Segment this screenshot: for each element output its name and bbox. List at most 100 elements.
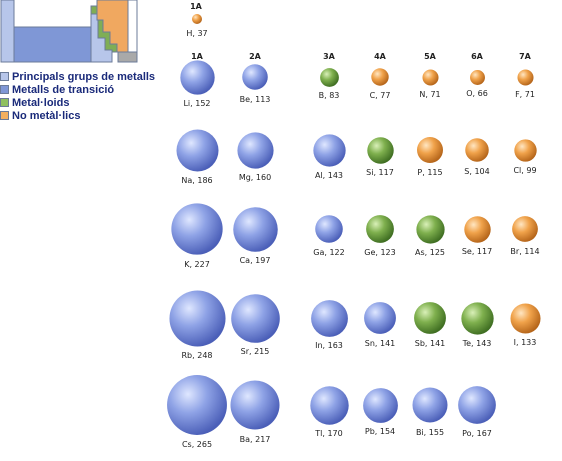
periodic-table-thumbnail <box>0 0 138 63</box>
atom-sphere <box>460 301 494 335</box>
legend-label: Metal·loids <box>12 96 70 109</box>
atom-label-br: Br, 114 <box>510 246 540 256</box>
atom-sphere <box>242 64 268 90</box>
atom-sphere <box>362 387 398 423</box>
atom-sphere <box>168 289 226 347</box>
group-header-7a: 7A <box>519 52 531 61</box>
atom-label-sr: Sr, 215 <box>240 347 270 357</box>
legend-swatch <box>0 85 9 94</box>
atom-c <box>371 68 389 86</box>
group-header-1a: 1A <box>191 52 203 61</box>
legend-item-transition-metals: Metalls de transició <box>0 83 155 96</box>
atom-in <box>310 299 348 337</box>
atom-label-c: C, 77 <box>369 90 391 100</box>
atom-label-h: H, 37 <box>186 29 208 38</box>
atom-label-k: K, 227 <box>184 259 210 269</box>
atom-sphere <box>167 375 227 435</box>
atom-bi <box>412 387 448 423</box>
atom-sn <box>364 302 396 334</box>
atom-sphere <box>171 203 223 255</box>
atom-rb <box>168 289 226 347</box>
atom-sphere <box>230 380 280 430</box>
atom-sphere <box>469 69 485 85</box>
atom-sphere <box>309 385 349 425</box>
atom-as <box>415 214 445 244</box>
atom-sphere <box>366 215 394 243</box>
atom-label-po: Po, 167 <box>462 428 492 438</box>
thumb-nonmetal-block <box>96 0 129 53</box>
atom-o <box>469 69 485 85</box>
atom-label-be: Be, 113 <box>239 94 271 104</box>
atom-label-ba: Ba, 217 <box>239 434 271 444</box>
atom-sphere <box>319 67 339 87</box>
atom-label-sn: Sn, 141 <box>364 338 396 348</box>
atom-te <box>460 301 494 335</box>
legend-label: Metalls de transició <box>12 83 115 96</box>
atom-sphere <box>414 302 446 334</box>
atom-label-b: B, 83 <box>318 91 340 101</box>
atom-sphere <box>364 302 396 334</box>
atom-sphere <box>512 216 538 242</box>
atom-b <box>319 67 339 87</box>
atom-h <box>192 14 202 24</box>
atom-be <box>242 64 268 90</box>
group-header-2a: 2A <box>249 52 261 61</box>
atom-sphere <box>458 386 496 424</box>
legend: Principals grups de metalls Metalls de t… <box>0 70 155 122</box>
atom-k <box>171 203 223 255</box>
atom-label-as: As, 125 <box>415 248 445 258</box>
atom-s <box>465 138 489 162</box>
legend-swatch <box>0 98 9 107</box>
atom-label-ge: Ge, 123 <box>364 247 396 257</box>
atom-n <box>421 68 439 86</box>
legend-item-metalloids: Metal·loids <box>0 96 155 109</box>
atom-sphere <box>417 137 443 163</box>
atom-sphere <box>230 293 280 343</box>
atom-cl <box>513 138 537 162</box>
atom-label-tl: Tl, 170 <box>315 429 343 439</box>
atom-label-ga: Ga, 122 <box>313 247 345 257</box>
atom-sphere <box>175 128 219 172</box>
atom-tl <box>309 385 349 425</box>
atom-sb <box>414 302 446 334</box>
atom-label-si: Si, 117 <box>366 168 394 178</box>
group-header-5a: 5A <box>424 52 436 61</box>
atom-sphere <box>421 68 439 86</box>
atom-label-in: In, 163 <box>315 341 343 351</box>
atom-ge <box>366 215 394 243</box>
group-header-3a: 3A <box>323 52 335 61</box>
atom-label-rb: Rb, 248 <box>181 351 213 361</box>
atom-sphere <box>366 136 394 164</box>
atom-sphere <box>371 68 389 86</box>
group-header-h: 1A <box>190 2 202 11</box>
atom-label-p: P, 115 <box>417 167 443 177</box>
atom-label-al: Al, 143 <box>314 171 344 181</box>
atom-sphere <box>509 302 541 334</box>
atom-i <box>509 302 541 334</box>
legend-label: No metàl·lics <box>12 109 81 122</box>
legend-label: Principals grups de metalls <box>12 70 156 83</box>
atom-sphere <box>513 138 537 162</box>
atom-se <box>463 215 491 243</box>
legend-swatch <box>0 111 9 120</box>
atom-label-sb: Sb, 141 <box>414 338 446 348</box>
atom-sr <box>230 293 280 343</box>
atom-label-te: Te, 143 <box>462 339 492 349</box>
atom-pb <box>362 387 398 423</box>
atom-label-o: O, 66 <box>466 89 488 99</box>
atom-br <box>512 216 538 242</box>
atom-si <box>366 136 394 164</box>
atom-sphere <box>315 215 343 243</box>
atom-label-mg: Mg, 160 <box>238 173 272 183</box>
atom-ba <box>230 380 280 430</box>
atom-sphere <box>516 68 534 86</box>
atom-po <box>458 386 496 424</box>
atom-sphere <box>312 133 346 167</box>
atom-sphere <box>192 14 202 24</box>
atom-sphere <box>463 215 491 243</box>
atom-al <box>312 133 346 167</box>
atom-na <box>175 128 219 172</box>
atom-sphere <box>310 299 348 337</box>
atom-label-pb: Pb, 154 <box>364 427 396 437</box>
